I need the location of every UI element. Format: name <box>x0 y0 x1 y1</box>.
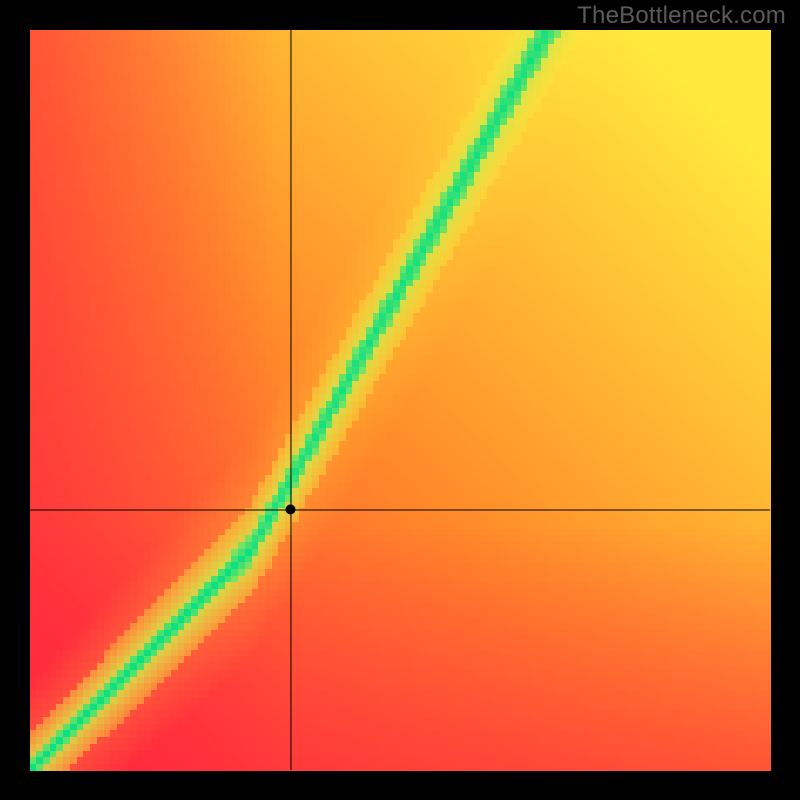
site-watermark: TheBottleneck.com <box>577 2 786 30</box>
chart-container: TheBottleneck.com <box>0 0 800 800</box>
bottleneck-heatmap <box>0 0 800 800</box>
